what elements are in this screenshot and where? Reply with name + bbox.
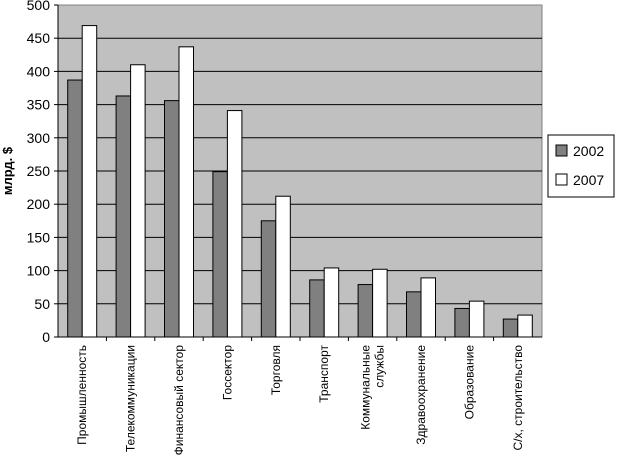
y-tick-label: 200 xyxy=(27,196,51,212)
y-axis-label: млрд. $ xyxy=(0,146,15,195)
bar-2007-3 xyxy=(178,46,194,338)
y-tick-label: 0 xyxy=(42,329,50,345)
y-tick-label: 100 xyxy=(27,263,51,279)
x-category-label: Торговля xyxy=(269,345,283,395)
x-category-label: С/х, строительство xyxy=(511,345,525,451)
x-category-label: Промышленность xyxy=(75,345,89,445)
bar-2007-1 xyxy=(81,25,98,338)
x-category-label: Коммунальные xyxy=(359,345,373,430)
x-category-label: Здравоохранение xyxy=(414,345,428,445)
bar-2002-2 xyxy=(115,95,132,338)
bar-2007-9 xyxy=(468,300,485,338)
bar-2002-1 xyxy=(67,79,83,338)
bar-2007-10 xyxy=(517,314,533,338)
legend-swatch-2002 xyxy=(555,144,568,157)
bars xyxy=(67,25,533,338)
legend: 2002 2007 xyxy=(547,134,615,198)
bar-2002-5 xyxy=(260,220,277,338)
x-category-label: Финансовый сектор xyxy=(172,345,186,456)
y-tick-label: 300 xyxy=(27,130,51,146)
y-tick-label: 250 xyxy=(27,163,51,179)
bar-2002-4 xyxy=(212,171,228,338)
y-tick-label: 450 xyxy=(27,30,51,46)
x-category-label: Транспорт xyxy=(317,345,331,403)
y-tick-label: 50 xyxy=(34,296,50,312)
x-category-label: службы xyxy=(373,345,387,388)
legend-swatch-2007 xyxy=(555,173,568,186)
bar-2002-8 xyxy=(406,291,422,338)
bar-2002-7 xyxy=(357,284,374,338)
x-axis-categories: Промышленность Телекоммуникации Финансовый… xyxy=(75,337,525,455)
bar-2007-5 xyxy=(275,195,291,338)
bar-2002-6 xyxy=(309,279,325,338)
bar-2007-6 xyxy=(323,267,340,338)
y-axis-ticks: 0 50 100 150 200 250 300 350 400 450 500 xyxy=(27,0,58,345)
legend-label-2007: 2007 xyxy=(573,172,604,188)
x-category-label: Госсектор xyxy=(220,345,234,400)
bar-2002-9 xyxy=(454,307,470,338)
bar-2007-2 xyxy=(130,64,146,338)
y-tick-label: 150 xyxy=(27,229,51,245)
bar-2002-3 xyxy=(164,100,180,338)
y-tick-label: 500 xyxy=(27,0,51,13)
bar-2007-8 xyxy=(420,277,436,338)
x-category-label: Образование xyxy=(462,345,476,420)
bar-2007-4 xyxy=(226,110,243,338)
bar-2002-10 xyxy=(502,318,519,338)
y-tick-label: 400 xyxy=(27,63,51,79)
y-tick-label: 350 xyxy=(27,97,51,113)
x-category-label: Телекоммуникации xyxy=(124,345,138,452)
legend-label-2002: 2002 xyxy=(573,143,604,159)
bar-2007-7 xyxy=(372,268,388,338)
